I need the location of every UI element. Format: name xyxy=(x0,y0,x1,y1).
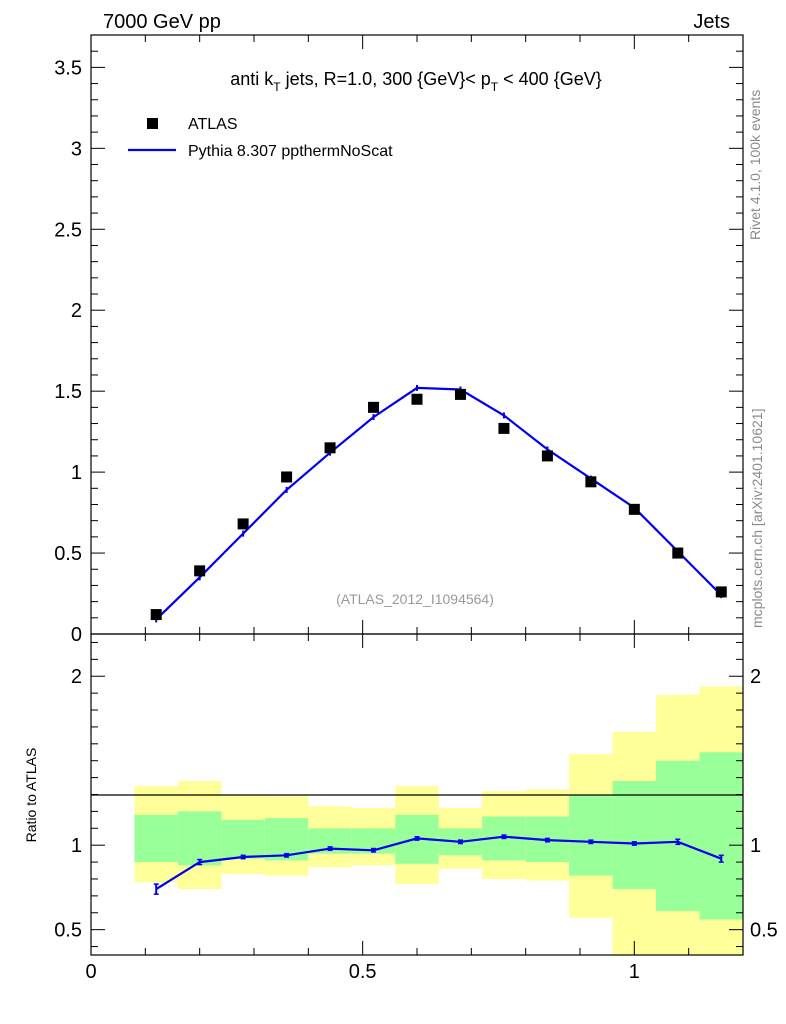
atlas-point xyxy=(672,547,684,559)
legend: ATLAS Pythia 8.307 ppthermNoScat xyxy=(128,116,393,160)
ratio-panel: 0.5 0.51 12 2 0 0.5 1 Ratio to ATLAS xyxy=(23,633,778,983)
main-y-tick-label: 2 xyxy=(71,300,82,322)
mcplots-label: mcplots.cern.ch [arXiv:2401.10621] xyxy=(749,409,765,628)
atlas-point xyxy=(281,471,293,483)
atlas-point xyxy=(368,401,380,413)
green-band xyxy=(699,752,743,920)
main-y-tick-label: 3 xyxy=(71,138,82,160)
ratio-y-ticks: 0.5 0.5 1 1 2 2 xyxy=(54,641,778,948)
atlas-point xyxy=(498,422,510,434)
atlas-point xyxy=(194,565,206,577)
green-band xyxy=(134,814,178,863)
main-y-tick-label: 0.5 xyxy=(54,543,82,565)
legend-pythia-label: Pythia 8.307 ppthermNoScat xyxy=(188,143,393,160)
pythia-line xyxy=(155,386,723,621)
analysis-watermark: (ATLAS_2012_I1094564) xyxy=(336,591,494,607)
atlas-point xyxy=(541,450,553,462)
ratio-x-tick-label: 0 xyxy=(85,961,96,983)
atlas-point xyxy=(324,442,336,454)
atlas-point xyxy=(237,518,249,530)
main-y-tick-label: 0 xyxy=(71,624,82,646)
green-band xyxy=(221,819,265,859)
rivet-label: Rivet 4.1.0, 100k events xyxy=(747,90,763,240)
main-title: anti kT jets, R=1.0, 300 {GeV}< pT < 400… xyxy=(230,69,601,94)
ratio-y-label: Ratio to ATLAS xyxy=(23,748,39,843)
green-band xyxy=(656,760,700,912)
ratio-y-tick-label: 0.5 xyxy=(54,920,82,942)
ratio-x-tick-label: 1 xyxy=(629,961,640,983)
main-y-tick-label: 2.5 xyxy=(54,219,82,241)
legend-atlas-marker xyxy=(147,118,158,129)
main-panel: anti kT jets, R=1.0, 300 {GeV}< pT < 400… xyxy=(54,34,744,646)
process-label: Jets xyxy=(693,11,730,33)
green-band xyxy=(612,780,657,890)
atlas-point xyxy=(454,388,466,400)
main-y-ticks: 0 0.5 1 1.5 2 2.5 3 3.5 xyxy=(54,34,744,646)
green-band xyxy=(177,811,222,866)
ratio-x-tick-label: 0.5 xyxy=(349,961,377,983)
atlas-point xyxy=(411,393,423,405)
energy-label: 7000 GeV pp xyxy=(103,11,221,33)
legend-atlas-label: ATLAS xyxy=(188,116,238,133)
title-part-a: anti k xyxy=(230,69,274,89)
title-sub-a: T xyxy=(273,80,281,94)
main-y-tick-label: 1 xyxy=(71,462,82,484)
ratio-line xyxy=(155,835,722,891)
green-band xyxy=(569,794,613,876)
ratio-series xyxy=(153,834,724,895)
ratio-y-tick-label-right: 1 xyxy=(750,835,761,857)
main-y-tick-label: 3.5 xyxy=(54,57,82,79)
ratio-y-tick-label-right: 2 xyxy=(750,666,761,688)
atlas-point xyxy=(585,476,597,488)
ratio-frame xyxy=(90,633,744,956)
atlas-point xyxy=(715,586,727,598)
main-y-tick-label: 1.5 xyxy=(54,381,82,403)
ratio-y-tick-label: 1 xyxy=(71,835,82,857)
title-part-b: jets, R=1.0, 300 {GeV}< p xyxy=(281,69,491,89)
ratio-y-tick-label-right: 0.5 xyxy=(750,920,778,942)
atlas-point xyxy=(628,503,640,515)
atlas-point xyxy=(150,609,162,621)
ratio-y-tick-label: 2 xyxy=(71,666,82,688)
ratio-bands xyxy=(134,686,743,955)
title-sub-b: T xyxy=(491,80,499,94)
title-part-c: < 400 {GeV} xyxy=(498,69,602,89)
main-series xyxy=(150,384,727,623)
